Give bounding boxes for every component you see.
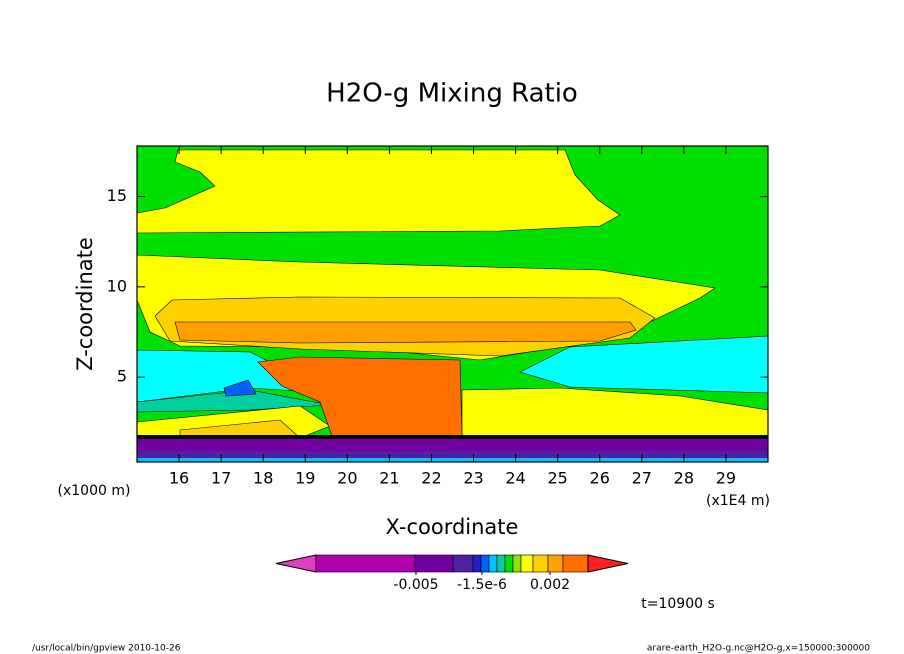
colorbar-segment (496, 554, 506, 573)
y-tick-label: 15 (107, 186, 127, 205)
colorbar-segment (452, 554, 474, 573)
colorbar-segment (520, 554, 534, 573)
plot-frame (136, 145, 769, 463)
x-tick-label: 27 (632, 469, 652, 488)
contour-line (137, 435, 768, 439)
colorbar-segment (547, 554, 564, 573)
colorbar-segment (562, 554, 589, 573)
x-tick-label: 16 (169, 469, 189, 488)
x-tick-label: 25 (547, 469, 567, 488)
colorbar-segment (414, 554, 454, 573)
x-tick-label: 21 (379, 469, 399, 488)
y-tick-label: 10 (107, 276, 127, 295)
colorbar-tip (587, 554, 629, 573)
colorbar-tick-label: 0.002 (530, 577, 570, 593)
colorbar-segment (532, 554, 549, 573)
contour-field (136, 146, 769, 462)
colorbar-segment (488, 554, 498, 573)
time-label: t=10900 s (641, 596, 715, 612)
x-tick-label: 23 (463, 469, 483, 488)
x-tick-label: 24 (505, 469, 525, 488)
colorbar-segment (480, 554, 490, 573)
colorbar-segment (504, 554, 514, 573)
x-tick-label: 19 (295, 469, 315, 488)
footer-left: /usr/local/bin/gpview 2010-10-26 (32, 644, 181, 654)
contour-region (137, 451, 768, 458)
x-tick-label: 26 (590, 469, 610, 488)
x-tick-label: 18 (253, 469, 273, 488)
x-tick-label: 20 (337, 469, 357, 488)
footer-right: arare-earth_H2O-g.nc@H2O-g,x=150000:3000… (647, 644, 870, 654)
colorbar-segment (315, 554, 416, 573)
x-tick-label: 29 (716, 469, 736, 488)
contour-region (137, 458, 768, 462)
colorbar-segment (472, 554, 482, 573)
y-axis-title: Z-coordinate (73, 237, 97, 371)
x-axis-title: X-coordinate (386, 515, 519, 539)
x-tick-label: 22 (421, 469, 441, 488)
colorbar-tick-label: -0.005 (393, 577, 438, 593)
x-tick-label: 28 (674, 469, 694, 488)
x-tick-label: 17 (211, 469, 231, 488)
contour-region (174, 321, 637, 344)
contour-region (223, 379, 257, 397)
colorbar-segment (512, 554, 522, 573)
y-unit: (x1000 m) (58, 483, 131, 499)
y-tick-label: 5 (117, 367, 127, 386)
chart-title: H2O-g Mixing Ratio (326, 79, 578, 109)
contour-region (519, 335, 769, 394)
colorbar-tip (275, 554, 317, 573)
contour-region (136, 149, 621, 234)
contour-region (137, 439, 768, 451)
colorbar-tick-label: -1.5e-6 (457, 577, 507, 593)
x-unit: (x1E4 m) (706, 493, 770, 509)
